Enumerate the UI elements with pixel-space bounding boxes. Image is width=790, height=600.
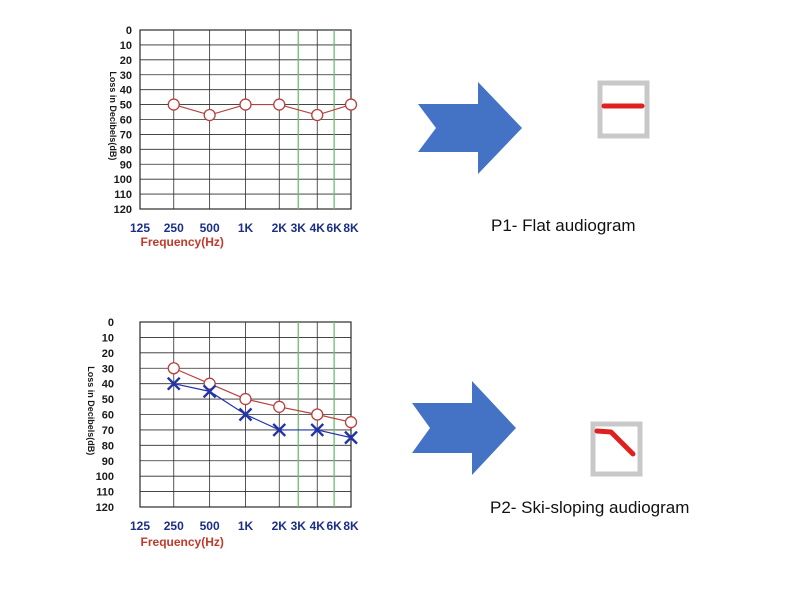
x-tick-label: 6K — [326, 519, 342, 533]
x-axis-title: Frequency(Hz) — [141, 535, 224, 549]
y-tick-label: 90 — [102, 456, 114, 468]
data-point-circle — [239, 98, 252, 111]
x-tick-label: 2K — [272, 221, 288, 235]
panel-caption-p1: P1- Flat audiogram — [491, 216, 636, 235]
x-tick-label: 500 — [200, 519, 220, 533]
y-tick-label: 90 — [120, 159, 132, 171]
x-tick-label: 250 — [164, 519, 184, 533]
y-tick-label: 20 — [102, 348, 114, 360]
y-tick-label: 120 — [96, 502, 114, 514]
x-tick-label: 250 — [164, 221, 184, 235]
data-point-circle — [203, 377, 216, 390]
x-tick-label: 4K — [310, 221, 326, 235]
ski-slope-audiogram-icon — [590, 421, 643, 477]
data-point-circle — [311, 408, 324, 421]
data-point-circle — [203, 108, 216, 122]
y-tick-label: 50 — [102, 394, 114, 406]
x-tick-label: 1K — [238, 519, 254, 533]
flat-audiogram-icon — [597, 80, 650, 139]
data-point-circle — [311, 108, 324, 122]
x-tick-label: 6K — [326, 221, 342, 235]
y-tick-label: 110 — [96, 487, 114, 499]
y-tick-label: 100 — [96, 471, 114, 483]
x-tick-label: 4K — [310, 519, 326, 533]
series-line-right-ear — [173, 103, 352, 116]
y-tick-label: 0 — [126, 25, 132, 37]
x-tick-label: 125 — [130, 519, 150, 533]
data-point-circle — [344, 416, 358, 429]
x-tick-label: 500 — [200, 221, 220, 235]
panel-caption-p2: P2- Ski-sloping audiogram — [490, 498, 690, 517]
y-tick-label: 50 — [120, 100, 132, 112]
y-tick-label: 120 — [114, 204, 132, 216]
y-tick-label: 60 — [120, 115, 132, 127]
data-point-x — [344, 430, 358, 445]
y-tick-label: 20 — [120, 55, 132, 67]
data-point-x — [202, 384, 217, 399]
arrow-right-icon — [418, 82, 522, 174]
y-tick-label: 10 — [120, 40, 132, 52]
y-tick-label: 30 — [102, 363, 114, 375]
y-tick-label: 110 — [114, 189, 132, 201]
data-point-x — [238, 407, 253, 422]
data-point-x — [310, 423, 325, 437]
x-tick-label: 8K — [343, 519, 359, 533]
data-point-x — [166, 376, 181, 391]
y-tick-label: 60 — [102, 410, 114, 422]
y-tick-label: 100 — [114, 174, 132, 186]
y-tick-label: 70 — [120, 129, 132, 141]
data-point-circle — [344, 98, 358, 111]
audiogram-chart-p1: 0 10 20 30 40 50 60 70 80 90 100 110 120 125 250 500 1K 2… — [108, 25, 359, 249]
y-tick-label: 80 — [102, 440, 114, 452]
x-tick-label: 3K — [291, 519, 307, 533]
x-axis-title: Frequency(Hz) — [141, 235, 224, 249]
y-tick-label: 80 — [120, 144, 132, 156]
data-point-circle — [167, 362, 180, 375]
y-tick-label: 40 — [102, 379, 114, 391]
y-tick-label: 70 — [102, 425, 114, 437]
data-point-circle — [239, 392, 252, 406]
data-point-x — [272, 423, 287, 437]
y-axis-title: Loss in Decibels(dB) — [86, 366, 96, 455]
y-tick-label: 40 — [120, 85, 132, 97]
x-tick-label: 8K — [343, 221, 359, 235]
x-tick-label: 125 — [130, 221, 150, 235]
y-tick-label: 10 — [102, 332, 114, 344]
y-tick-label: 30 — [120, 70, 132, 82]
x-tick-label: 1K — [238, 221, 254, 235]
series-line-left-ear — [173, 383, 352, 439]
y-axis-title: Loss in Decibels(dB) — [108, 71, 118, 160]
data-point-circle — [273, 98, 286, 111]
arrow-right-icon — [412, 381, 516, 475]
audiogram-chart-p2: 0 10 20 30 40 50 60 70 80 90 100 110 120 125 250 500 1K 2… — [86, 317, 359, 549]
data-point-circle — [167, 98, 180, 111]
data-point-circle — [273, 400, 286, 413]
x-tick-label: 2K — [272, 519, 288, 533]
y-tick-label: 0 — [108, 317, 114, 329]
x-tick-label: 3K — [291, 221, 307, 235]
